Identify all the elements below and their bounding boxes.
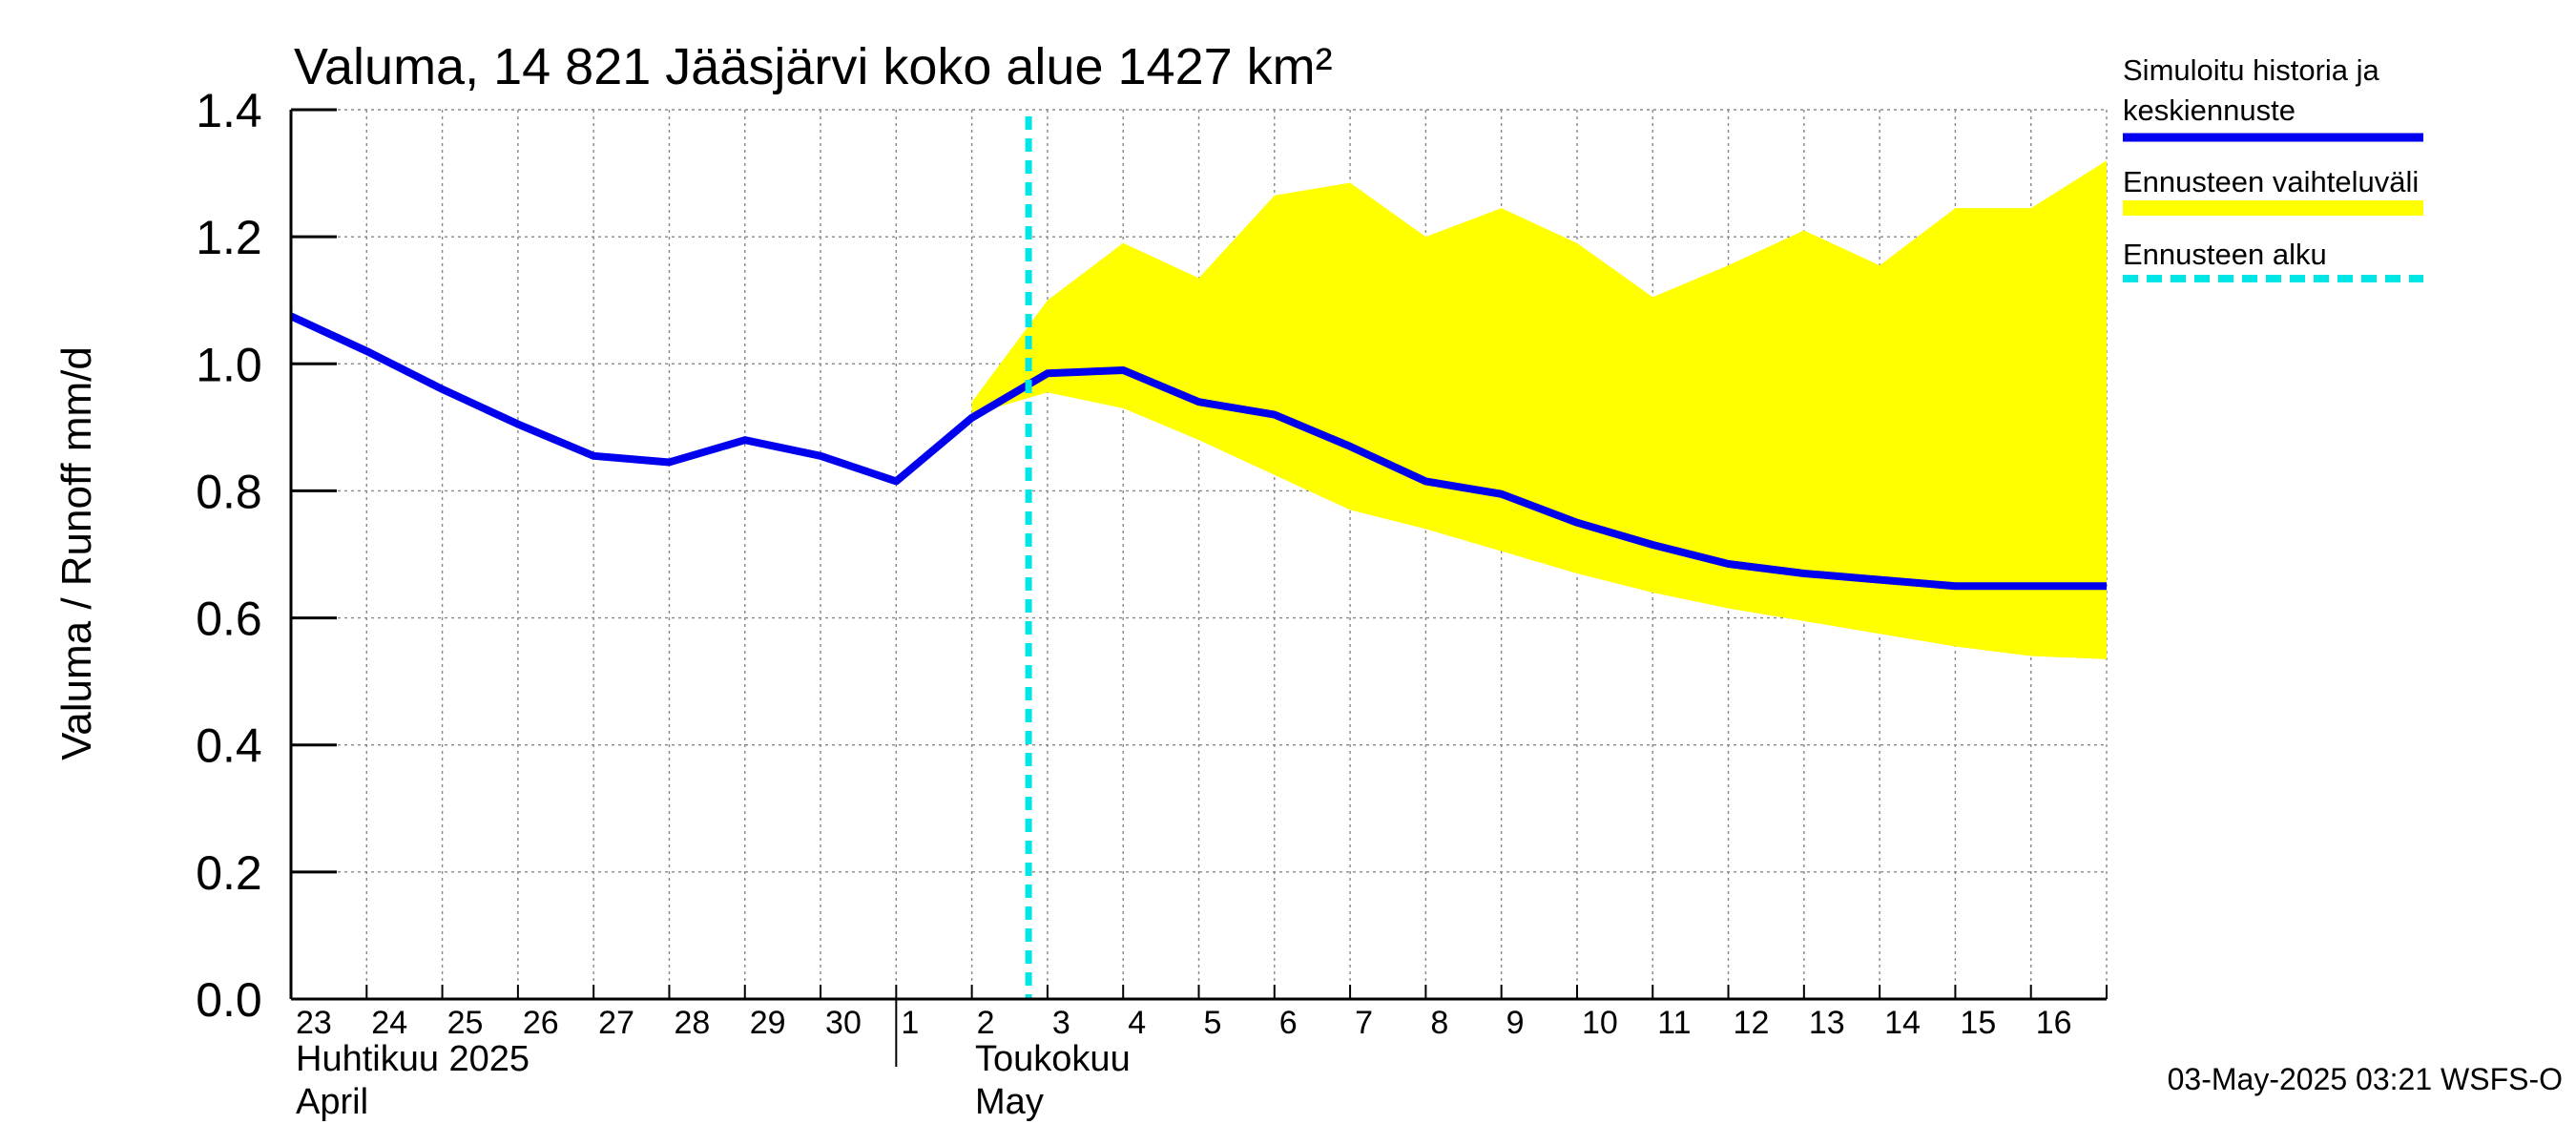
x-tick-label: 4: [1128, 1005, 1146, 1041]
y-tick-label: 0.6: [196, 593, 262, 646]
chart-title: Valuma, 14 821 Jääsjärvi koko alue 1427 …: [294, 38, 1333, 95]
x-tick-label: 5: [1204, 1005, 1222, 1041]
y-axis-label: Valuma / Runoff mm/d: [53, 346, 100, 760]
x-tick-label: 14: [1884, 1005, 1921, 1041]
x-tick-label: 8: [1430, 1005, 1448, 1041]
x-tick-label: 1: [901, 1005, 919, 1041]
month-label-finnish: Huhtikuu 2025: [296, 1039, 530, 1079]
y-tick-label: 0.4: [196, 719, 262, 773]
forecast-band-layer: [971, 160, 2107, 659]
x-tick-label: 29: [750, 1005, 786, 1041]
x-tick-label: 9: [1506, 1005, 1525, 1041]
y-tick-label: 0.8: [196, 465, 262, 518]
axes: [289, 108, 2108, 1067]
x-tick-label: 12: [1734, 1005, 1770, 1041]
legend: Simuloitu historia ja keskiennuste Ennuste…: [2123, 53, 2423, 282]
x-tick-label: 28: [674, 1005, 710, 1041]
x-tick-label: 7: [1355, 1005, 1373, 1041]
x-tick-label: 13: [1809, 1005, 1845, 1041]
tick-labels: 0.00.20.40.60.81.01.21.423 24 25 26 27 28 29 30…: [196, 84, 2071, 1122]
y-tick-label: 1.4: [196, 84, 262, 137]
x-tick-label: 3: [1052, 1005, 1070, 1041]
x-tick-label: 10: [1582, 1005, 1618, 1041]
x-tick-label: 16: [2036, 1005, 2072, 1041]
x-tick-label: 30: [825, 1005, 862, 1041]
legend-label: Simuloitu historia ja: [2123, 53, 2380, 87]
legend-label: Ennusteen alku: [2123, 238, 2327, 271]
x-tick-label: 11: [1657, 1005, 1691, 1041]
x-tick-label: 23: [296, 1005, 332, 1041]
legend-label: keskiennuste: [2123, 94, 2296, 127]
x-tick-label: 15: [1960, 1005, 1996, 1041]
timestamp: 03-May-2025 03:21 WSFS-O: [2168, 1062, 2563, 1096]
y-tick-label: 0.0: [196, 973, 262, 1027]
month-label-finnish: Toukokuu: [975, 1039, 1131, 1079]
y-tick-label: 0.2: [196, 846, 262, 900]
legend-label: Ennusteen vaihteluväli: [2123, 165, 2419, 198]
month-label-english: April: [296, 1082, 368, 1122]
month-label-english: May: [975, 1082, 1044, 1122]
x-tick-label: 27: [598, 1005, 634, 1041]
x-tick-label: 26: [523, 1005, 559, 1041]
x-tick-label: 25: [447, 1005, 484, 1041]
x-tick-label: 2: [977, 1005, 995, 1041]
forecast-range-band: [971, 160, 2107, 659]
y-tick-label: 1.2: [196, 211, 262, 264]
y-tick-label: 1.0: [196, 338, 262, 391]
x-tick-label: 6: [1279, 1005, 1298, 1041]
x-tick-label: 24: [371, 1005, 407, 1041]
